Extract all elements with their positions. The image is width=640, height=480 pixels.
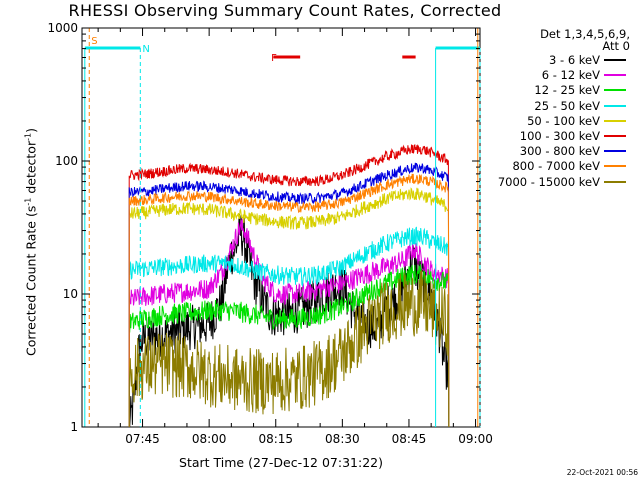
legend-item-swatch xyxy=(604,89,626,92)
x-tick-label-3: 08:15 xyxy=(258,432,293,446)
legend-item-swatch xyxy=(604,104,626,107)
legend-detectors: Det 1,3,4,5,6,9, xyxy=(540,27,630,41)
y-tick-label-2: 10 xyxy=(63,287,78,301)
marker-label-n: N xyxy=(142,44,149,55)
x-tick-label-6: 09:00 xyxy=(458,432,493,446)
legend-item-label: 6 - 12 keV xyxy=(541,68,600,83)
y-axis-label-sup-2: -1 xyxy=(23,132,33,141)
y-tick-label-3: 100 xyxy=(55,154,78,168)
chart-title: RHESSI Observing Summary Count Rates, Co… xyxy=(68,1,502,20)
series-line-4 xyxy=(128,226,450,428)
legend-header: Det 1,3,4,5,6,9, Att 0 xyxy=(506,28,630,52)
y-tick-label-4: 1000 xyxy=(47,21,78,35)
legend-item-swatch xyxy=(604,135,626,137)
legend-item-label: 300 - 800 keV xyxy=(519,144,600,159)
legend-item: 100 - 300 keV xyxy=(480,129,630,144)
legend-item-swatch xyxy=(604,180,626,183)
legend-item: 3 - 6 keV xyxy=(480,53,630,68)
legend-item: 300 - 800 keV xyxy=(480,144,630,159)
plot-frame xyxy=(81,27,481,428)
marker-label-f: F xyxy=(271,53,277,64)
legend-item: 6 - 12 keV xyxy=(480,68,630,83)
series-line-8 xyxy=(128,173,450,428)
legend-item-swatch xyxy=(604,165,626,168)
legend-item: 800 - 7000 keV xyxy=(480,159,630,174)
x-tick-label-5: 08:45 xyxy=(392,432,427,446)
legend-item-label: 7000 - 15000 keV xyxy=(497,174,600,189)
series-line-2 xyxy=(128,218,450,428)
series-line-6 xyxy=(128,143,450,428)
legend-item-label: 12 - 25 keV xyxy=(534,83,600,98)
legend-item-label: 50 - 100 keV xyxy=(527,113,600,128)
legend-item: 7000 - 15000 keV xyxy=(480,175,630,190)
marker-label-s: S xyxy=(91,36,97,47)
legend-item-label: 3 - 6 keV xyxy=(549,53,600,67)
legend-item-label: 800 - 7000 keV xyxy=(512,159,600,174)
series-line-3 xyxy=(128,264,450,428)
legend-item: 25 - 50 keV xyxy=(480,99,630,114)
y-axis-label-sup-1: -1 xyxy=(23,197,33,206)
legend-attenuator: Att 0 xyxy=(602,39,630,53)
legend-item-label: 100 - 300 keV xyxy=(519,129,600,143)
series-line-9 xyxy=(128,270,450,428)
legend-item-swatch xyxy=(604,74,626,77)
legend-item-swatch xyxy=(604,59,626,61)
y-tick-label-1: 1 xyxy=(70,420,78,434)
x-tick-label-1: 07:45 xyxy=(125,432,160,446)
y-axis-label-text-3: ) xyxy=(23,128,39,133)
series-line-7 xyxy=(128,162,450,428)
x-tick-label-2: 08:00 xyxy=(192,432,227,446)
y-axis-label: Corrected Count Rate (s-1 detector-1) xyxy=(23,128,38,356)
legend-item-swatch xyxy=(604,119,626,122)
x-axis-label: Start Time (27-Dec-12 07:31:22) xyxy=(179,455,383,470)
x-tick-label-4: 08:30 xyxy=(325,432,360,446)
footer-timestamp: 22-Oct-2021 00:56 xyxy=(566,468,638,477)
legend-item: 12 - 25 keV xyxy=(480,83,630,98)
legend-item-swatch xyxy=(604,150,626,153)
y-axis-label-text-1: Corrected Count Rate (s xyxy=(23,205,39,356)
series-line-5 xyxy=(128,187,450,428)
legend-item: 50 - 100 keV xyxy=(480,114,630,129)
legend-item-label: 25 - 50 keV xyxy=(534,98,600,113)
y-axis-label-text-2: detector xyxy=(23,140,39,198)
